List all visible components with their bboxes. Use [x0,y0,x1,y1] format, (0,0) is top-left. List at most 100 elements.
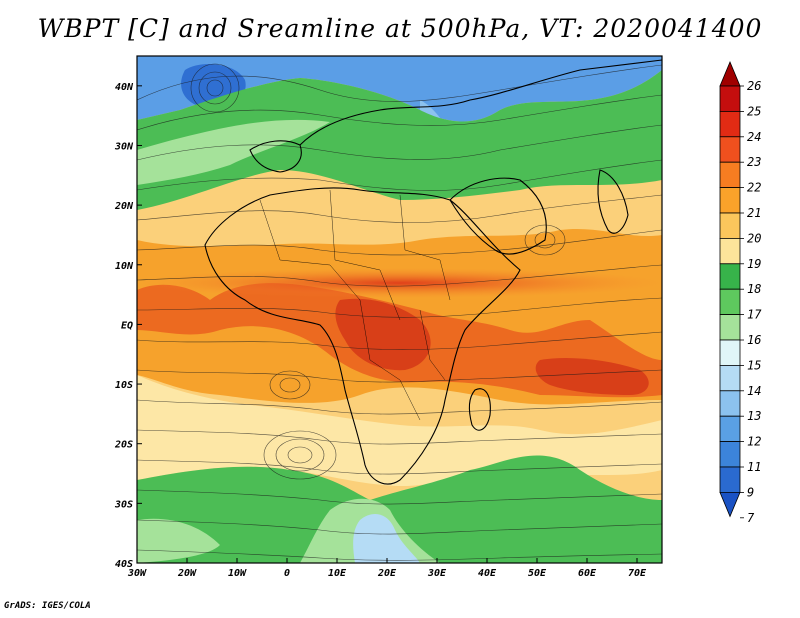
lon-tick-label: 70E [628,568,647,579]
lon-tick-label: 20E [377,568,397,579]
colorbar-swatch [719,161,741,188]
lon-tick-label: 40E [478,568,497,579]
border-line [259,199,361,301]
colorbar-swatch [719,390,741,417]
streamline [137,399,662,415]
border-line [419,309,446,381]
cool-green-band-north [137,70,662,210]
map-title: WBPT [C] and Sreamline at 500hPa, VT: 20… [37,14,763,43]
colorbar-swatch [719,415,741,443]
colorbar-label: 24 [747,130,761,144]
footer-credit: GrADS: IGES/COLA [4,601,91,611]
vortex-east-africa [534,231,556,249]
streamline [137,159,662,191]
madagascar-coastline [468,388,491,431]
colorbar-label: 14 [747,384,761,398]
lat-tick-label: 40S [115,559,133,570]
streamline [137,229,662,256]
lat-tick-label: 20S [114,440,133,451]
colorbar-label: 7 [747,511,755,525]
colorbar-arrow-top [719,60,741,87]
longitude-axis: 30W 20W 10W 0 10E 20E 30E 40E 50E 60E 70E [127,558,647,579]
streamline [137,94,662,131]
colorbar-label: 20 [747,231,761,245]
colorbar-label: 26 [747,79,761,93]
colorbar-label: 15 [747,358,761,372]
colorbar-swatch [719,212,741,239]
colorbar-label: 11 [747,460,761,474]
cool-green-band-south [137,455,662,563]
streamline [137,429,662,445]
streamline [137,549,662,561]
lon-tick-label: 20W [177,568,197,579]
iberia-coastline [249,140,302,173]
vortex-south-atlantic [287,446,313,464]
lat-tick-label: 10S [115,380,133,391]
colorbar-arrow-bottom [719,491,741,518]
vortex-south-atlantic [263,430,337,480]
streamline [137,264,662,287]
colorbar-label: 23 [747,155,761,169]
colorbar-swatch [719,111,741,138]
colorbar-label: 18 [747,282,761,296]
streamline [137,369,662,383]
hot-core-indian-ocean [535,358,649,395]
borders [259,189,451,421]
streamline [137,194,662,223]
streamline [137,519,662,535]
lat-tick-label: 30N [114,141,134,152]
lat-tick-label: 20N [114,201,134,212]
colorbar-label: 13 [747,409,761,423]
colorbar-swatch [719,187,741,214]
lon-tick-label: 10W [228,568,247,579]
colorbar-swatch [719,237,741,265]
latitude-axis: 40N 30N 20N 10N EQ 10S 20S 30S 40S [114,82,142,570]
streamline [137,64,662,102]
vortex-north-atlantic [190,63,240,113]
colorbar-swatch [719,466,741,493]
lon-tick-label: 60E [578,568,597,579]
vortex-north-atlantic [198,71,232,105]
streamlines [137,63,662,561]
arabia-coastline [449,177,547,255]
colorbar-swatch [719,441,741,468]
vortex-east-africa [524,224,566,256]
streamline [137,331,662,350]
lon-tick-label: 50E [528,568,547,579]
vortex-south-atlantic [275,438,325,472]
colorbar-swatch [719,364,741,392]
colorbar-swatch [719,288,741,316]
hot-core-central-africa [335,298,431,371]
colorbar-label: 17 [747,308,762,322]
europe-coastline [299,59,662,146]
colorbar-label: 25 [747,104,761,118]
colorbar-swatch [719,85,741,112]
cold-tongue-south [353,514,420,563]
border-line [359,299,421,421]
border-line [329,189,401,321]
streamline [137,489,662,505]
lat-tick-label: EQ [121,320,133,331]
map-frame [136,55,663,564]
lon-tick-label: 0 [284,568,290,579]
streamline [137,124,662,161]
colorbar-swatch [719,314,741,341]
colorbar-label: 22 [747,181,761,195]
vortex-north-atlantic [206,79,224,97]
lat-tick-label: 30S [114,499,133,510]
india-coastline [597,169,629,234]
colorbar-swatch [719,339,741,366]
colorbar-label: 21 [747,206,761,220]
lon-tick-label: 30W [127,568,147,579]
colorbar-swatch [719,136,741,163]
lat-tick-label: 40N [115,82,134,93]
streamline [137,459,662,475]
colorbar-label: 19 [747,257,761,271]
field-layer [137,56,662,563]
light-green-patch-north [137,119,330,185]
colorbar-label: 12 [747,435,761,449]
border-line [399,194,451,301]
colorbar-label: 16 [747,333,761,347]
coastlines [204,59,662,485]
